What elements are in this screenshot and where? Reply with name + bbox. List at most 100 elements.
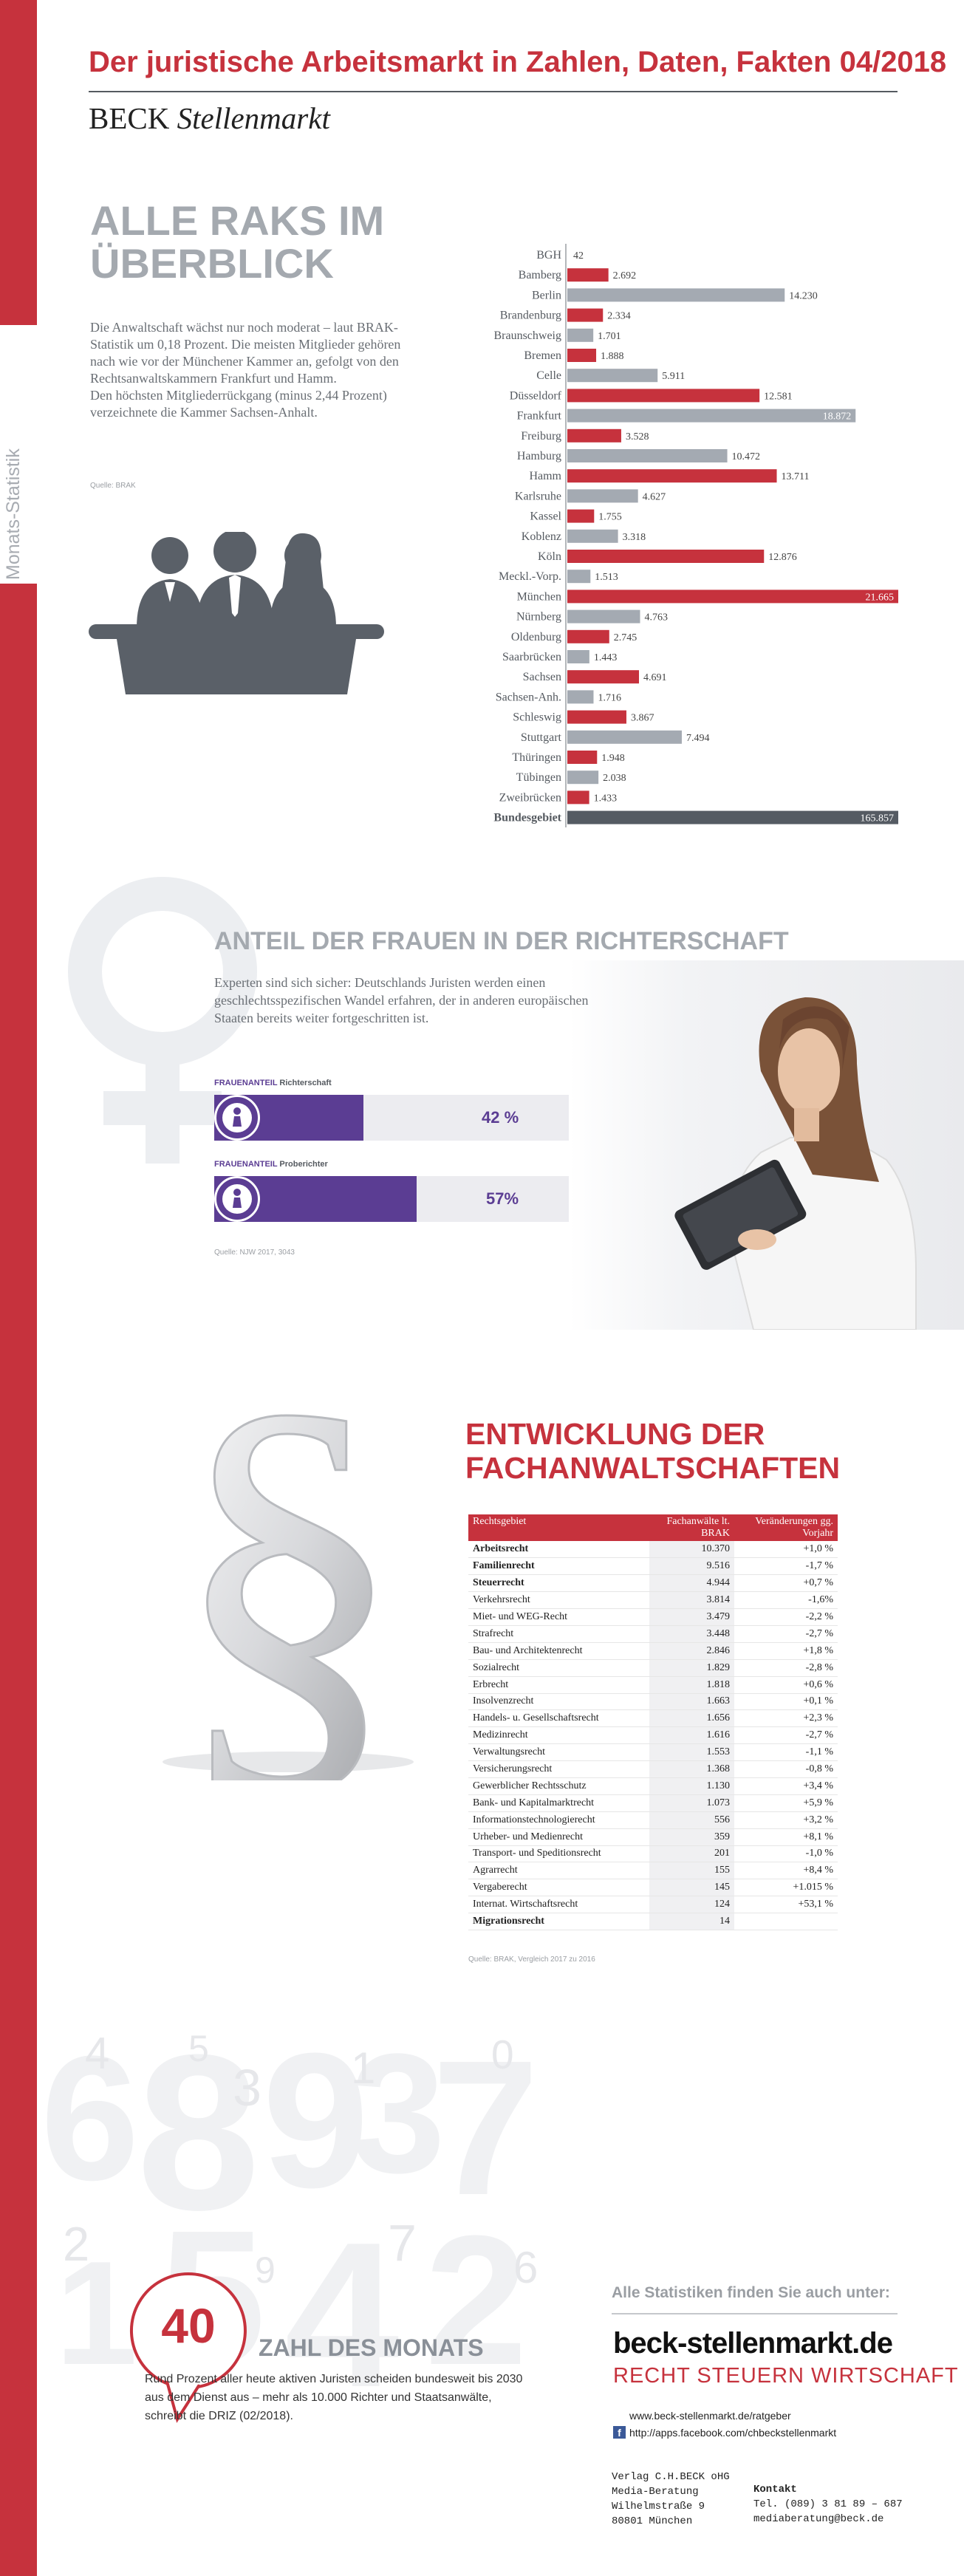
table-cell: 1.829 — [649, 1659, 734, 1677]
table-cell: +8,1 % — [734, 1828, 838, 1846]
svg-text:2: 2 — [425, 2197, 527, 2403]
woman-with-tablet-photo — [569, 960, 964, 1330]
fach-header-veraenderung: Veränderungen gg. Vorjahr — [734, 1514, 838, 1541]
svg-text:2: 2 — [63, 2217, 89, 2271]
chart-value-label: 4.691 — [643, 672, 667, 683]
svg-text:7: 7 — [432, 2021, 539, 2235]
svg-text:5: 5 — [188, 2028, 209, 2069]
chart-bar — [567, 790, 589, 804]
frauen-source: Quelle: NJW 2017, 3043 — [214, 1248, 295, 1257]
chart-bar — [567, 529, 618, 543]
paragraph-symbol-icon: § — [163, 1352, 414, 1780]
table-cell: Familienrecht — [468, 1557, 649, 1576]
chart-value-label: 2.745 — [614, 632, 637, 643]
table-cell: 1.553 — [649, 1743, 734, 1762]
table-cell: 556 — [649, 1811, 734, 1829]
table-cell: 1.130 — [649, 1777, 734, 1795]
table-row: Urheber- und Medienrecht 359 +8,1 % — [468, 1828, 838, 1846]
table-cell: +5,9 % — [734, 1794, 838, 1812]
fach-table: Rechtsgebiet Fachanwälte lt. BRAK Veränd… — [468, 1514, 838, 1930]
table-row: Erbrecht 1.818 +0,6 % — [468, 1676, 838, 1694]
chart-value-label: 1.755 — [598, 512, 622, 523]
table-row: Handels- u. Gesellschaftsrecht 1.656 +2,3 … — [468, 1709, 838, 1728]
chart-category-label: Düsseldorf — [510, 389, 562, 402]
chart-bar — [567, 489, 638, 503]
table-cell: -2,8 % — [734, 1659, 838, 1677]
facebook-link[interactable]: http://apps.facebook.com/chbeckstellenma… — [629, 2427, 837, 2439]
frauen-bar-richterschaft: 42 % — [214, 1095, 569, 1141]
frauen-value-2: 57% — [486, 1189, 519, 1208]
contact-email[interactable]: mediaberatung@beck.de — [753, 2513, 884, 2525]
chart-category-label: Tübingen — [516, 771, 561, 784]
chart-category-label: Sachsen — [523, 671, 561, 683]
chart-bar — [567, 369, 658, 383]
chart-category-label: München — [517, 590, 561, 603]
chart-category-label: Thüringen — [512, 751, 561, 764]
chart-category-label: Freiburg — [521, 430, 561, 443]
chart-bar — [567, 810, 898, 824]
chart-value-label: 1.701 — [598, 331, 621, 342]
chart-bar — [567, 328, 594, 342]
chart-value-label: 5.911 — [662, 371, 685, 382]
chart-category-label: Hamm — [529, 470, 561, 482]
chart-value-label: 3.528 — [626, 431, 649, 443]
raks-body: Die Anwaltschaft wächst nur noch moderat… — [90, 320, 401, 420]
side-bar-bottom — [0, 584, 37, 2576]
svg-text:0: 0 — [491, 2032, 514, 2077]
table-row: Transport- und Speditionsrecht 201 -1,0 % — [468, 1845, 838, 1863]
chart-value-label: 7.494 — [686, 733, 710, 744]
chart-value-label: 10.472 — [732, 451, 761, 462]
svg-text:8: 8 — [137, 2017, 260, 2256]
svg-text:3: 3 — [233, 2059, 261, 2117]
chart-bar — [567, 751, 598, 764]
raks-source: Quelle: BRAK — [90, 482, 136, 490]
chart-bar — [567, 308, 604, 322]
frauen-label-1: FRAUENANTEIL Richterschaft — [214, 1079, 332, 1087]
fach-source: Quelle: BRAK, Vergleich 2017 zu 2016 — [468, 1955, 595, 1964]
table-cell: -1,6% — [734, 1591, 838, 1610]
table-cell: Steuerrecht — [468, 1574, 649, 1593]
table-cell: Bank- und Kapitalmarktrecht — [468, 1794, 649, 1812]
table-cell: +8,4 % — [734, 1862, 838, 1880]
chart-category-label: Bremen — [524, 349, 561, 362]
table-cell: 145 — [649, 1879, 734, 1897]
table-cell: +0,1 % — [734, 1693, 838, 1711]
chart-value-label: 1.716 — [598, 692, 621, 703]
table-cell: Urheber- und Medienrecht — [468, 1828, 649, 1846]
footer-url[interactable]: beck-stellenmarkt.de — [613, 2327, 893, 2360]
chart-category-label: Saarbrücken — [502, 651, 561, 663]
chart-value-label: 2.038 — [603, 773, 626, 784]
facebook-icon[interactable]: f — [613, 2426, 626, 2439]
table-cell: -0,8 % — [734, 1760, 838, 1778]
chart-value-label: 1.433 — [594, 793, 618, 804]
svg-text:§: § — [170, 1352, 406, 1780]
chart-bar — [567, 550, 765, 563]
chart-category-label: Hamburg — [517, 450, 561, 462]
chart-category-label: Sachsen-Anh. — [496, 691, 561, 703]
table-row: Bau- und Architektenrecht 2.846 +1,8 % — [468, 1642, 838, 1660]
chart-bar — [567, 771, 599, 785]
svg-text:3: 3 — [351, 2018, 445, 2208]
chart-bar — [567, 389, 760, 403]
table-cell: Gewerblicher Rechtsschutz — [468, 1777, 649, 1795]
chart-bar — [567, 730, 682, 744]
table-cell: 2.846 — [649, 1642, 734, 1660]
woman-icon — [214, 1095, 260, 1141]
chart-value-label: 165.857 — [861, 813, 895, 824]
chart-value-label: 4.627 — [643, 491, 666, 502]
table-row: Strafrecht 3.448 -2,7 % — [468, 1625, 838, 1643]
table-cell: Verwaltungsrecht — [468, 1743, 649, 1762]
ratgeber-link[interactable]: www.beck-stellenmarkt.de/ratgeber — [629, 2410, 791, 2422]
chart-value-label: 3.318 — [623, 532, 646, 543]
frauen-body: Experten sind sich sicher: Deutschlands … — [214, 975, 589, 1025]
table-cell: +0,7 % — [734, 1574, 838, 1593]
chart-bar — [567, 469, 777, 483]
location-pin-icon — [129, 2272, 247, 2423]
table-row: Steuerrecht 4.944 +0,7 % — [468, 1574, 838, 1593]
table-cell: Internat. Wirtschaftsrecht — [468, 1896, 649, 1914]
table-cell: Agrarrecht — [468, 1862, 649, 1880]
table-cell: 3.479 — [649, 1608, 734, 1626]
table-cell: Migrationsrecht — [468, 1913, 649, 1930]
chart-bar — [567, 609, 640, 623]
table-row: Medizinrecht 1.616 -2,7 % — [468, 1726, 838, 1745]
